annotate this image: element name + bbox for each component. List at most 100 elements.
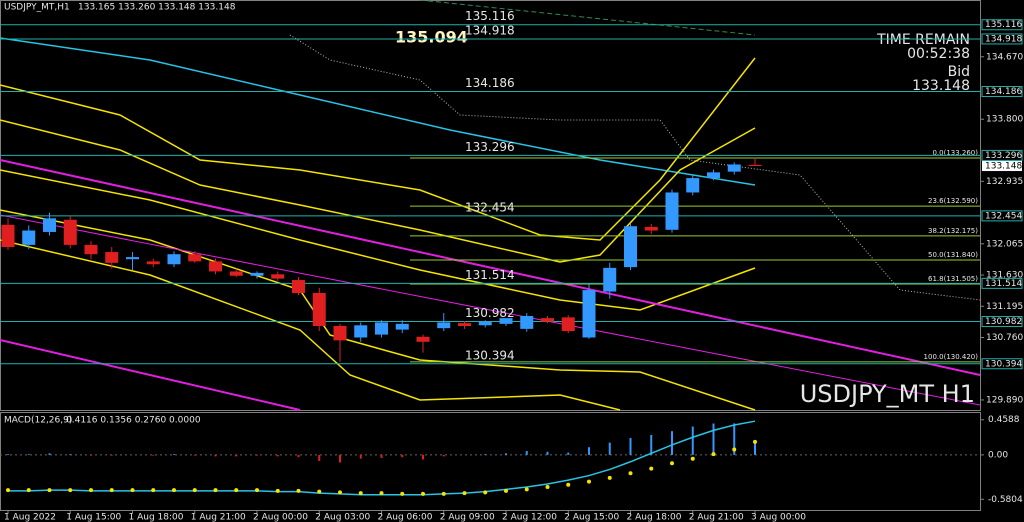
candle-body <box>188 254 202 262</box>
macd-signal-dot <box>732 447 737 452</box>
bid: 133.148 <box>912 78 970 94</box>
macd-signal-dot <box>753 439 757 444</box>
y-tick-label: 131.630 <box>986 271 1023 281</box>
indicator-lines <box>0 0 981 411</box>
level-axis-label: 135.116 <box>985 20 1022 30</box>
macd-signal-dot <box>172 488 176 493</box>
candle-body <box>416 336 430 342</box>
x-tick-label: 3 Aug 00:00 <box>751 513 806 522</box>
macd-signal-dot <box>545 485 550 490</box>
y-tick-label: 129.890 <box>986 395 1023 405</box>
macd-signal-dot <box>421 491 425 496</box>
macd-title: MACD(12,26,9) <box>4 416 72 426</box>
level-label: 135.116 <box>465 9 515 23</box>
level-box <box>981 19 1023 31</box>
upper-band <box>0 119 756 263</box>
candle-body <box>644 226 658 231</box>
bid-box <box>982 161 1022 172</box>
x-tick-label: 2 Aug 12:00 <box>502 513 557 522</box>
level-label: 133.296 <box>465 140 515 154</box>
level-label: 132.454 <box>465 200 515 214</box>
candle-body <box>63 219 77 245</box>
level-axis-label: 130.982 <box>985 317 1022 327</box>
level-label: 130.394 <box>465 348 515 362</box>
candle-body <box>748 164 762 167</box>
level-axis-label: 134.918 <box>985 34 1022 44</box>
x-tick-label: 2 Aug 15:00 <box>564 513 619 522</box>
y-tick-label: 133.800 <box>986 115 1023 125</box>
macd-signal-dot <box>234 488 239 493</box>
candle-body <box>229 271 243 276</box>
candle-body <box>333 326 347 341</box>
macd-signal-dot <box>379 491 384 496</box>
trend-line <box>419 0 756 36</box>
moving-average <box>0 37 756 186</box>
level-axis-label: 134.186 <box>985 87 1022 97</box>
chart-title: USDJPY_MT,H1 <box>4 3 70 13</box>
candle-body <box>375 322 388 335</box>
macd-signal-dot <box>400 491 405 496</box>
macd-signal-dot <box>504 488 508 493</box>
candle-body <box>105 252 119 263</box>
candle-body <box>478 321 492 326</box>
candle-body <box>395 323 409 330</box>
level-box <box>981 33 1023 45</box>
macd-signal-dot <box>68 488 73 493</box>
macd-signal-dot <box>670 461 674 466</box>
macd-signal-dot <box>255 488 259 493</box>
candle-body <box>209 261 222 272</box>
candle-body <box>1 224 15 248</box>
level-axis-label: 133.296 <box>985 151 1022 161</box>
macd-signal-dot <box>566 482 571 487</box>
candle-body <box>43 218 56 232</box>
x-tick-label: 2 Aug 03:00 <box>315 513 370 522</box>
lower-band <box>0 239 621 411</box>
y-tick-label: 132.065 <box>986 239 1023 249</box>
macd-signal-dot <box>462 491 467 496</box>
macd-signal-dot <box>296 488 301 493</box>
candle-body <box>707 172 720 179</box>
fib-label: 50.0(131.840) <box>928 251 978 259</box>
macd-values: 0.4116 0.1356 0.2760 0.0000 <box>66 416 201 426</box>
macd-signal-dot <box>130 488 135 493</box>
time-remain-label: TIME REMAIN <box>876 32 970 48</box>
x-tick-label: 2 Aug 21:00 <box>689 513 744 522</box>
macd-signal-dot <box>358 491 363 496</box>
macd-frame <box>0 412 981 511</box>
lower-band <box>0 209 756 411</box>
macd-signal-dot <box>317 489 322 494</box>
level-label: 134.918 <box>465 23 515 37</box>
channel-line <box>0 214 981 406</box>
candle-body <box>624 226 637 268</box>
candle-body <box>167 254 181 265</box>
cloud-edge <box>289 34 981 301</box>
candle-body <box>582 290 596 338</box>
bid-axis-label: 133.148 <box>985 162 1022 172</box>
level-box <box>981 86 1023 98</box>
x-tick-label: 1 Aug 15:00 <box>66 513 121 522</box>
channel-line <box>0 339 301 411</box>
macd-signal-dot <box>192 488 197 493</box>
macd-signal-dot <box>213 488 218 493</box>
macd-y-tick-label: 0.00 <box>988 450 1008 460</box>
channel-line <box>0 159 981 376</box>
candle-body <box>250 272 264 276</box>
macd-signal-dot <box>483 490 488 495</box>
high-marker: 135.094 <box>395 28 468 47</box>
lower-band <box>0 169 756 311</box>
macd-signal-dot <box>47 488 52 493</box>
candle-body <box>84 244 98 255</box>
x-tick-label: 1 Aug 2022 <box>4 513 56 522</box>
candle-body <box>126 257 139 260</box>
candle-body <box>292 280 305 293</box>
candle-body <box>271 274 285 279</box>
level-box <box>981 316 1023 328</box>
candle-body <box>665 192 679 230</box>
fib-label: 0.0(133.260) <box>932 149 978 157</box>
level-box <box>981 210 1023 222</box>
fib-label: 38.2(132.175) <box>928 227 978 235</box>
level-label: 130.982 <box>465 306 515 320</box>
macd-signal-dot <box>587 479 591 484</box>
bid-label: Bid <box>948 64 970 80</box>
